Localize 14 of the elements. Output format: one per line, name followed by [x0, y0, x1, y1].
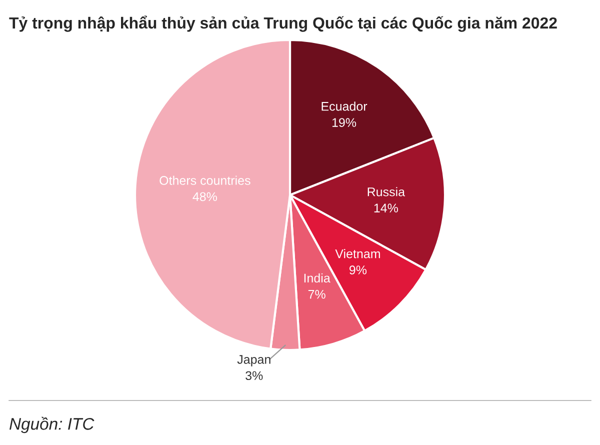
- data-label: 48%: [192, 192, 217, 202]
- slice-label: Ecuador: [322, 102, 368, 111]
- chart-title: Tỷ trọng nhập khẩu thủy sản của Trung Quốc tại các Quốc gia năm 2022: [9, 16, 557, 32]
- data-label: 19%: [332, 118, 356, 127]
- slice-label: India: [304, 273, 330, 283]
- data-label: 14%: [374, 204, 398, 212]
- text: Nguồn: ITC: [10, 416, 94, 434]
- data-label: 3%: [246, 371, 263, 380]
- slice-label: Japan: [237, 355, 270, 366]
- data-label: 7%: [308, 290, 326, 299]
- slice-label: Vietnam: [335, 249, 380, 258]
- slice-label: Others countries: [160, 176, 250, 185]
- data-label: 9%: [350, 266, 367, 274]
- slice-label: Russia: [368, 187, 406, 196]
